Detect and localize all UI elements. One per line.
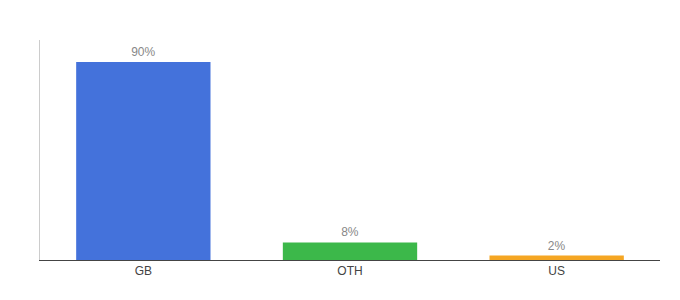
svg-text:OTH: OTH bbox=[337, 264, 362, 278]
svg-text:US: US bbox=[548, 264, 565, 278]
svg-text:8%: 8% bbox=[341, 225, 359, 239]
svg-text:90%: 90% bbox=[131, 45, 155, 59]
svg-text:2%: 2% bbox=[548, 239, 566, 253]
svg-text:GB: GB bbox=[135, 264, 152, 278]
